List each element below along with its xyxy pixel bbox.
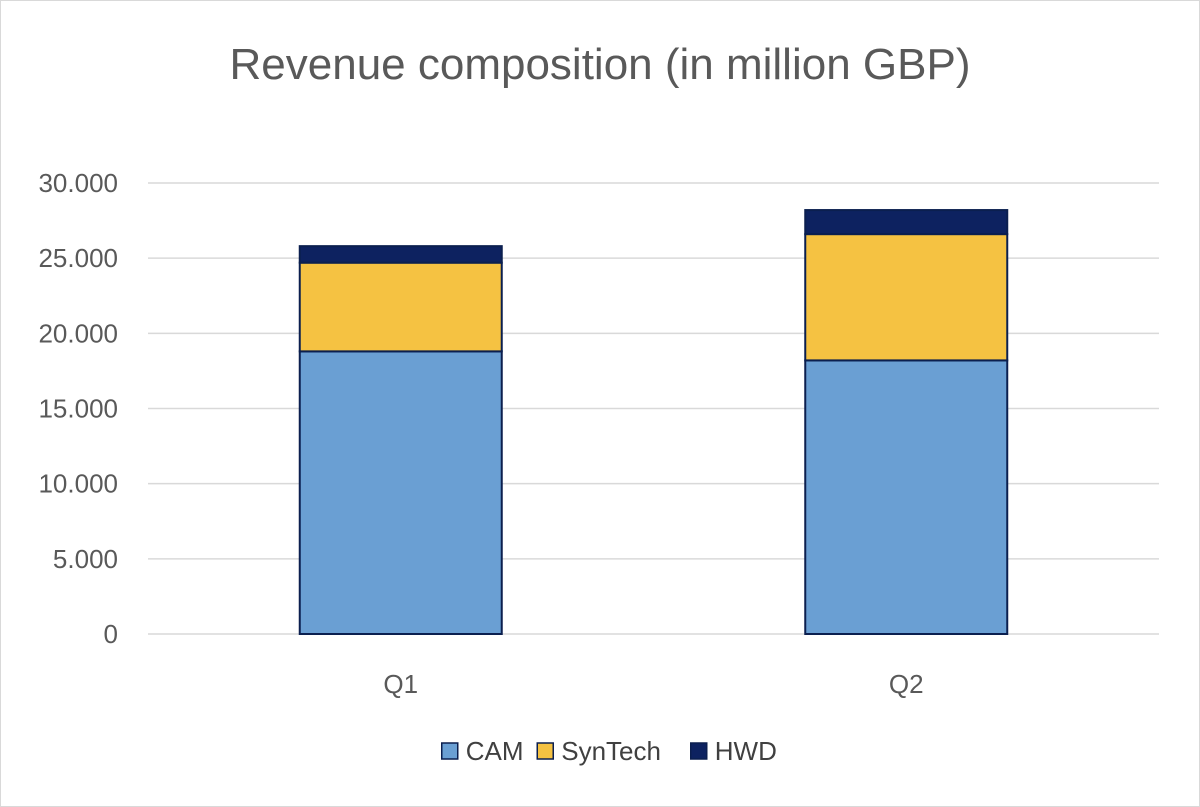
- legend: CAM SynTech HWD: [441, 736, 777, 766]
- y-tick-label: 25.000: [38, 243, 118, 273]
- legend-label-hwd: HWD: [715, 736, 777, 766]
- legend-label-cam: CAM: [466, 736, 524, 766]
- y-tick-label: 30.000: [38, 168, 118, 198]
- x-tick-label: Q1: [383, 669, 418, 699]
- y-tick-label: 15.000: [38, 394, 118, 424]
- legend-swatch-hwd: [690, 742, 708, 760]
- x-tick-label: Q2: [889, 669, 924, 699]
- y-tick-label: 20.000: [38, 318, 118, 348]
- bars: [298, 209, 1009, 635]
- chart-title: Revenue composition (in million GBP): [230, 40, 971, 89]
- x-axis-ticks: Q1 Q2: [383, 669, 923, 699]
- y-tick-label: 5.000: [53, 544, 118, 574]
- y-axis-ticks: 0 5.000 10.000 15.000 20.000 25.000 30.000: [38, 168, 118, 649]
- y-tick-label: 10.000: [38, 469, 118, 499]
- bar-syntech-q1: [298, 261, 503, 353]
- bar-hwd-q1: [298, 245, 503, 264]
- y-tick-label: 0: [104, 619, 118, 649]
- bar-cam-q2: [804, 359, 1009, 635]
- legend-swatch-cam: [441, 742, 459, 760]
- bar-cam-q1: [298, 350, 503, 635]
- bar-hwd-q2: [804, 209, 1009, 236]
- legend-swatch-syntech: [536, 742, 554, 760]
- legend-label-syntech: SynTech: [561, 736, 661, 766]
- bar-syntech-q2: [804, 233, 1009, 362]
